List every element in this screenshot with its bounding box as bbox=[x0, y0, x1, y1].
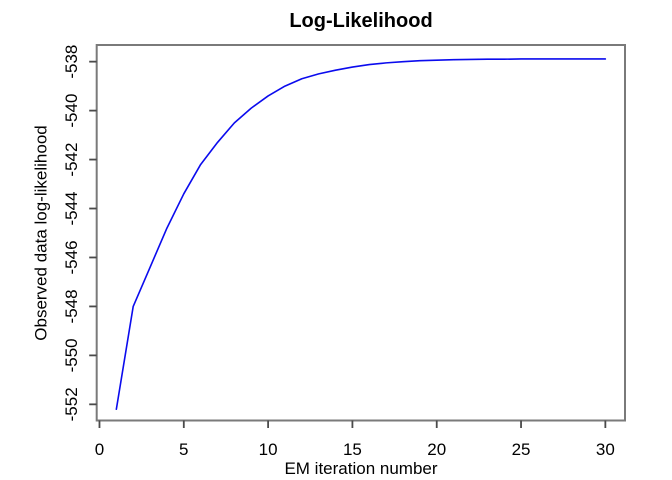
x-tick-label: 25 bbox=[512, 440, 531, 459]
chart-title: Log-Likelihood bbox=[289, 10, 433, 32]
y-tick-label: -540 bbox=[62, 94, 81, 128]
x-tick-label: 30 bbox=[596, 440, 615, 459]
x-tick-label: 10 bbox=[259, 440, 278, 459]
x-tick-label: 20 bbox=[427, 440, 446, 459]
x-tick-label: 5 bbox=[179, 440, 188, 459]
y-axis-label: Observed data log-likelihood bbox=[31, 125, 51, 341]
y-tick-label: -542 bbox=[62, 143, 81, 177]
plot-box bbox=[95, 44, 626, 422]
x-tick-label: 0 bbox=[95, 440, 104, 459]
y-tick-label: -546 bbox=[62, 240, 81, 274]
y-tick-label: -550 bbox=[62, 338, 81, 372]
x-tick-label: 15 bbox=[343, 440, 362, 459]
y-tick-label: -548 bbox=[62, 289, 81, 323]
x-axis-label: EM iteration number bbox=[284, 459, 438, 478]
y-tick-label: -538 bbox=[62, 45, 81, 79]
y-tick-label: -544 bbox=[62, 192, 81, 226]
loglik-curve bbox=[115, 58, 607, 411]
y-tick-label: -552 bbox=[62, 387, 81, 421]
